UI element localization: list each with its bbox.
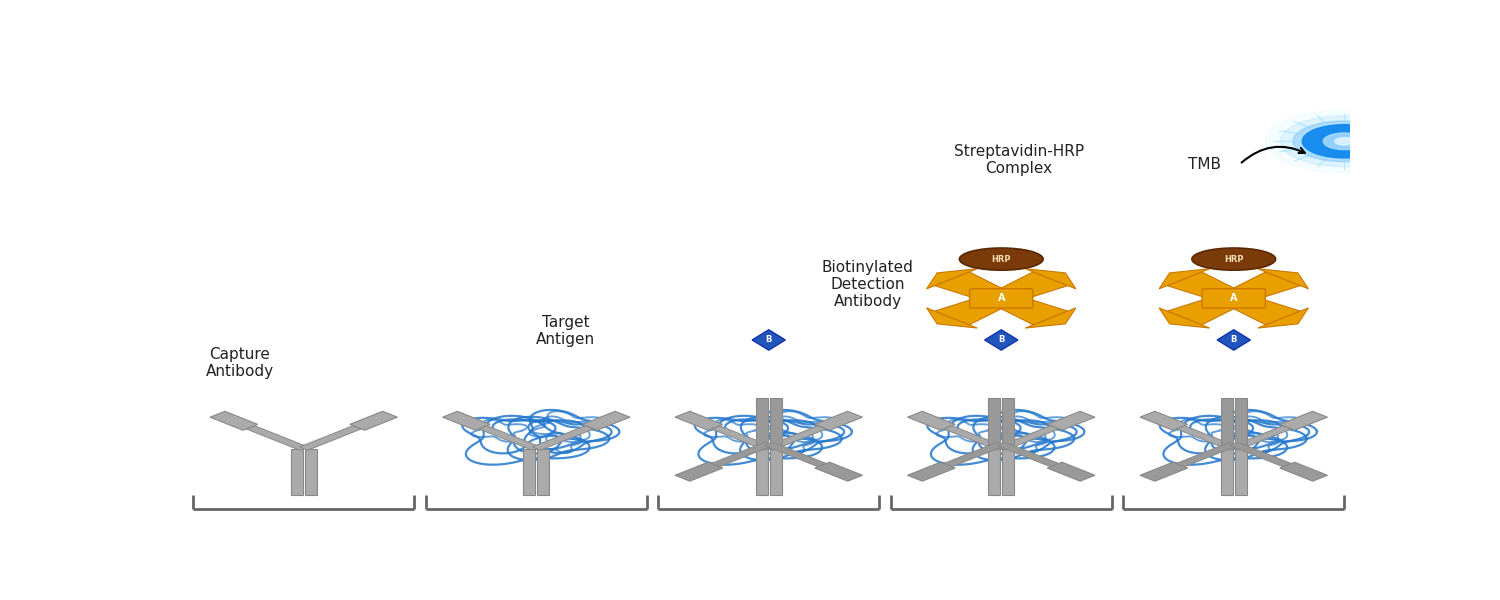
Polygon shape (815, 411, 862, 430)
Polygon shape (1026, 269, 1075, 289)
FancyBboxPatch shape (969, 289, 1034, 308)
Polygon shape (524, 449, 536, 495)
Circle shape (1293, 121, 1395, 161)
Polygon shape (1002, 398, 1014, 444)
Polygon shape (1280, 411, 1328, 430)
Polygon shape (988, 398, 1000, 444)
Text: HRP: HRP (1224, 254, 1244, 263)
Polygon shape (675, 411, 723, 430)
Polygon shape (815, 462, 862, 481)
Polygon shape (1167, 272, 1245, 303)
Text: HRP: HRP (992, 254, 1011, 263)
Polygon shape (927, 308, 976, 328)
Polygon shape (765, 425, 826, 450)
Text: Streptavidin-HRP
Complex: Streptavidin-HRP Complex (954, 143, 1083, 176)
Polygon shape (711, 442, 772, 467)
Polygon shape (927, 269, 976, 289)
Text: A: A (998, 293, 1005, 304)
Polygon shape (304, 449, 316, 495)
Polygon shape (1026, 308, 1075, 328)
Polygon shape (770, 398, 782, 444)
Polygon shape (944, 425, 1005, 450)
Circle shape (1264, 110, 1424, 173)
Polygon shape (246, 425, 308, 450)
Polygon shape (1167, 294, 1245, 325)
Polygon shape (934, 294, 1013, 325)
Polygon shape (1176, 442, 1238, 467)
Polygon shape (1234, 449, 1246, 495)
Polygon shape (1160, 269, 1209, 289)
Polygon shape (1258, 269, 1308, 289)
Polygon shape (1216, 330, 1251, 350)
Ellipse shape (960, 248, 1042, 270)
Polygon shape (998, 442, 1059, 467)
Polygon shape (1047, 462, 1095, 481)
Polygon shape (478, 425, 540, 450)
Polygon shape (210, 411, 258, 430)
Polygon shape (756, 449, 768, 495)
Polygon shape (582, 411, 630, 430)
Text: Biotinylated
Detection
Antibody: Biotinylated Detection Antibody (822, 260, 914, 310)
Polygon shape (291, 449, 303, 495)
Polygon shape (908, 411, 956, 430)
Polygon shape (711, 425, 772, 450)
Polygon shape (990, 272, 1068, 303)
Polygon shape (1140, 411, 1188, 430)
Text: TMB: TMB (1188, 157, 1221, 172)
Polygon shape (998, 425, 1059, 450)
Polygon shape (990, 294, 1068, 325)
Text: Capture
Antibody: Capture Antibody (206, 347, 274, 379)
Polygon shape (1222, 294, 1300, 325)
Polygon shape (1160, 308, 1209, 328)
Polygon shape (1221, 449, 1233, 495)
Polygon shape (770, 449, 782, 495)
Polygon shape (1140, 462, 1188, 481)
Polygon shape (1234, 398, 1246, 444)
Polygon shape (944, 442, 1005, 467)
Polygon shape (1221, 398, 1233, 444)
Polygon shape (984, 330, 1018, 350)
Polygon shape (1047, 411, 1095, 430)
Polygon shape (752, 330, 786, 350)
Ellipse shape (1192, 248, 1275, 270)
Text: B: B (998, 335, 1005, 344)
FancyBboxPatch shape (1202, 289, 1266, 308)
Polygon shape (1176, 425, 1238, 450)
Circle shape (1323, 133, 1365, 149)
Polygon shape (1258, 308, 1308, 328)
Polygon shape (675, 462, 723, 481)
Polygon shape (934, 272, 1013, 303)
Polygon shape (1230, 425, 1292, 450)
Polygon shape (350, 411, 398, 430)
Circle shape (1335, 137, 1353, 145)
Polygon shape (1230, 442, 1292, 467)
Polygon shape (756, 398, 768, 444)
Polygon shape (1222, 272, 1300, 303)
Polygon shape (1002, 449, 1014, 495)
Text: A: A (1230, 293, 1238, 304)
Text: Target
Antigen: Target Antigen (536, 314, 596, 347)
Polygon shape (532, 425, 594, 450)
Polygon shape (1280, 462, 1328, 481)
Text: B: B (1230, 335, 1238, 344)
Polygon shape (765, 442, 826, 467)
Text: B: B (765, 335, 772, 344)
Polygon shape (537, 449, 549, 495)
Polygon shape (300, 425, 362, 450)
Circle shape (1302, 125, 1386, 158)
Polygon shape (442, 411, 491, 430)
Circle shape (1280, 116, 1408, 167)
Polygon shape (988, 449, 1000, 495)
Polygon shape (908, 462, 956, 481)
